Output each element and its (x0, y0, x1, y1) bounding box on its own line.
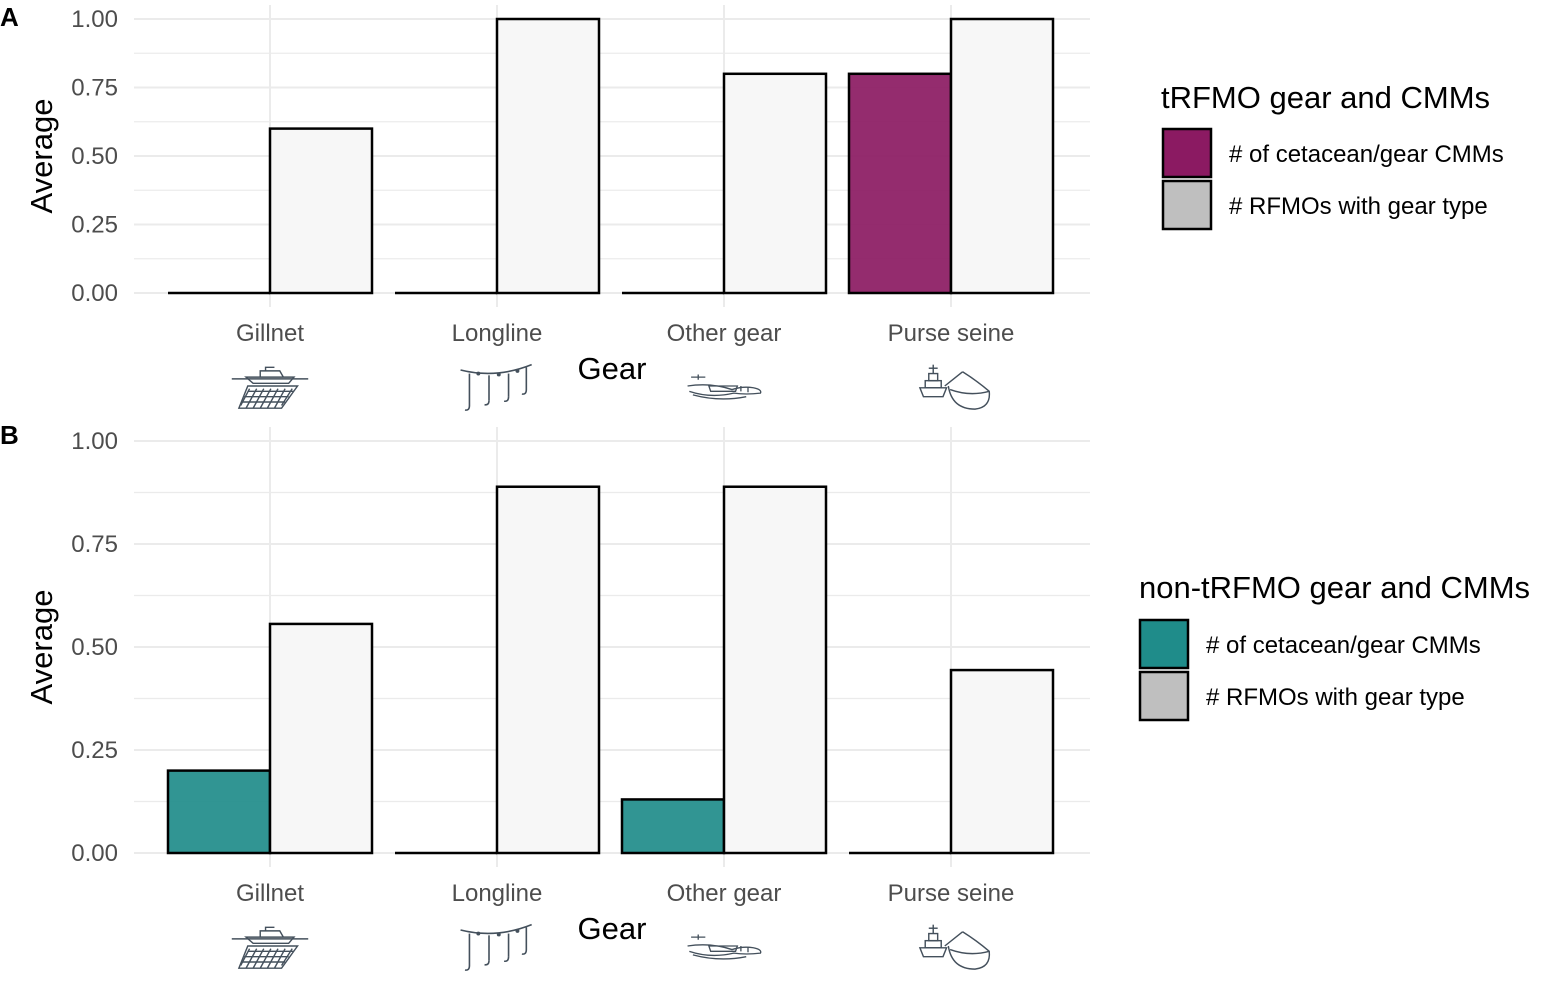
x-tick-label: Purse seine (888, 880, 1015, 907)
y-tick-label: 0.50 (71, 634, 118, 661)
y-tick-label: 0.75 (71, 531, 118, 558)
x-axis-title: Gear (578, 911, 647, 946)
other-gear-trawl-icon (686, 933, 762, 960)
bar (722, 485, 828, 855)
y-tick-label: 0.00 (71, 280, 118, 307)
legend-title: non-tRFMO gear and CMMs (1139, 570, 1530, 605)
longline-hooks-icon (459, 363, 533, 411)
legend-label: # RFMOs with gear type (1229, 193, 1488, 220)
x-tick-label: Longline (452, 880, 543, 907)
bar (949, 668, 1055, 855)
y-tick-label: 0.25 (71, 212, 118, 239)
bar (495, 485, 601, 855)
other-gear-trawl-icon (686, 373, 762, 400)
x-tick-label: Gillnet (236, 320, 304, 347)
y-tick-label: 0.00 (71, 840, 118, 867)
bar (495, 17, 601, 295)
legend: tRFMO gear and CMMs # of cetacean/gear CM… (1161, 80, 1504, 231)
series-cmm (166, 769, 951, 855)
series-cmm (168, 72, 953, 295)
legend-swatch (1161, 127, 1213, 179)
panel-A: A 0.00 0.25 0.50 0.75 1.00 Average Gillnet Longl… (0, 2, 1504, 411)
x-tick-label: Purse seine (888, 320, 1015, 347)
x-tick-label: Other gear (667, 880, 782, 907)
bar (268, 127, 374, 295)
bar (949, 17, 1055, 295)
legend-swatch (1161, 179, 1213, 231)
legend-swatch (1138, 618, 1190, 670)
series-rfmo (268, 485, 1055, 855)
legend-label: # of cetacean/gear CMMs (1229, 141, 1504, 168)
y-axis-title: Average (24, 99, 59, 214)
bar (166, 769, 272, 855)
y-tick-label: 1.00 (71, 6, 118, 33)
y-tick-label: 1.00 (71, 428, 118, 455)
x-tick-label: Gillnet (236, 880, 304, 907)
bar (847, 72, 953, 295)
bar (620, 798, 726, 855)
purse-seine-ship-icon (919, 363, 991, 410)
legend-title: tRFMO gear and CMMs (1161, 80, 1490, 115)
y-tick-label: 0.50 (71, 143, 118, 170)
x-tick-label: Longline (452, 320, 543, 347)
panel-tag: B (0, 420, 19, 450)
panel-tag: A (0, 2, 19, 32)
purse-seine-ship-icon (919, 923, 991, 970)
panel-B: B 0.00 0.25 0.50 0.75 1.00 Average Gillnet Longl… (0, 420, 1530, 971)
y-axis-title: Average (24, 590, 59, 705)
bar (722, 72, 828, 295)
gillnet-boat-icon (231, 366, 309, 409)
y-tick-label: 0.75 (71, 75, 118, 102)
bar (268, 622, 374, 855)
x-tick-label: Other gear (667, 320, 782, 347)
longline-hooks-icon (459, 923, 533, 971)
gillnet-boat-icon (231, 926, 309, 969)
series-rfmo (268, 17, 1055, 295)
legend: non-tRFMO gear and CMMs # of cetacean/gea… (1138, 570, 1530, 722)
legend-swatch (1138, 670, 1190, 722)
legend-label: # of cetacean/gear CMMs (1206, 632, 1481, 659)
legend-label: # RFMOs with gear type (1206, 684, 1465, 711)
x-axis-title: Gear (578, 351, 647, 386)
y-tick-label: 0.25 (71, 737, 118, 764)
